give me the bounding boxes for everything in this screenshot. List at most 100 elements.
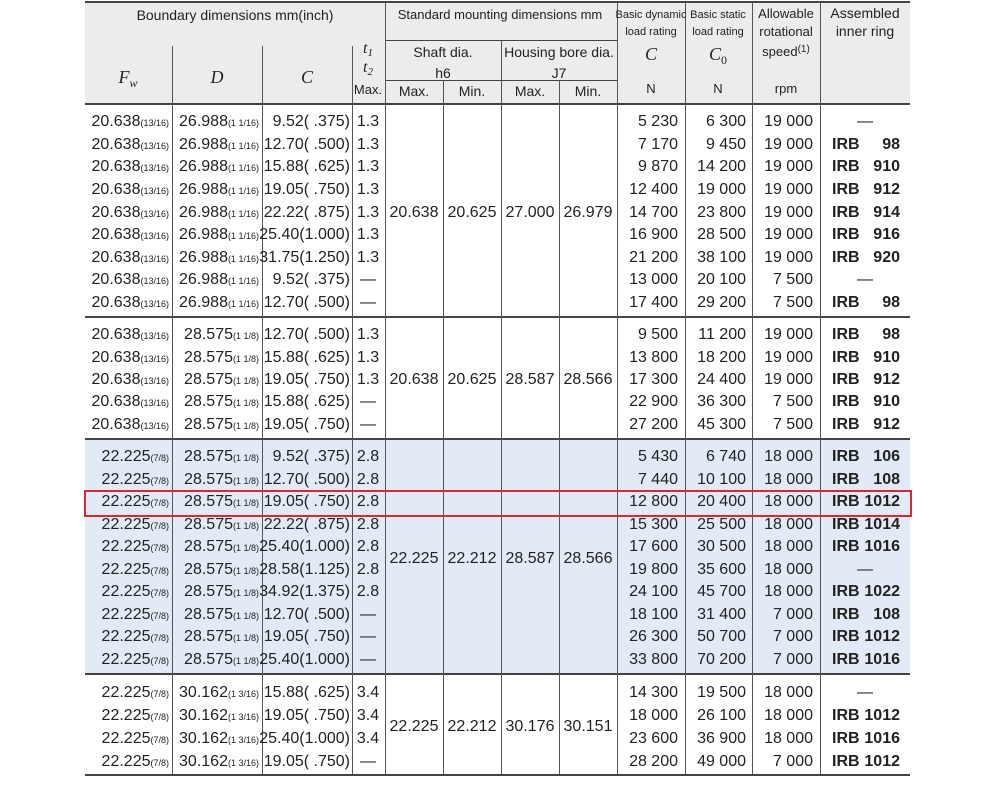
value: 26.988 bbox=[179, 271, 228, 289]
cell-c: 9.52( .375) bbox=[272, 113, 350, 131]
cell-static: 9 450 bbox=[705, 135, 746, 153]
cell-static: 28 500 bbox=[697, 226, 746, 244]
ring-prefix: IRB bbox=[832, 448, 860, 466]
cell-fw: 22.225(7/8) bbox=[0, 605, 169, 626]
cell-c: 9.52( .375) bbox=[272, 448, 350, 466]
fraction: (1 1/8) bbox=[232, 655, 259, 666]
cell-fw: 22.225(7/8) bbox=[0, 470, 169, 491]
value: 30.162 bbox=[179, 752, 228, 770]
ring-number: 1012 bbox=[864, 493, 900, 511]
rule bbox=[685, 2, 686, 774]
ring-number: 1012 bbox=[864, 628, 900, 646]
cell-static: 6 300 bbox=[705, 113, 746, 131]
value: 28.575 bbox=[184, 515, 233, 533]
ring-number: 912 bbox=[873, 415, 900, 433]
rule bbox=[262, 46, 263, 774]
value: 22.225 bbox=[101, 605, 151, 623]
value: 20.638 bbox=[91, 158, 141, 176]
fraction: (7/8) bbox=[150, 588, 169, 599]
cell-fw: 20.638(13/16) bbox=[0, 157, 169, 178]
value: 20.638 bbox=[91, 226, 141, 244]
fraction: (13/16) bbox=[140, 140, 169, 151]
ring-prefix: IRB bbox=[832, 752, 860, 770]
rule bbox=[85, 438, 910, 440]
cell-static: 70 200 bbox=[697, 650, 746, 668]
fraction: (7/8) bbox=[150, 688, 169, 699]
fraction: (13/16) bbox=[140, 276, 169, 287]
fraction: (1 1/8) bbox=[232, 453, 259, 464]
cell-t: — bbox=[360, 628, 376, 646]
cell-static: 26 100 bbox=[697, 706, 746, 724]
value: 26.988 bbox=[179, 113, 228, 131]
ring-none: — bbox=[857, 271, 873, 289]
header-text: J7 bbox=[551, 65, 567, 81]
cell-d: 26.988(1 1/16) bbox=[19, 293, 259, 314]
value: 22.225 bbox=[101, 560, 151, 578]
ring-prefix: IRB bbox=[832, 470, 860, 488]
cell-d: 28.575(1 1/8) bbox=[19, 537, 259, 558]
rule bbox=[85, 673, 910, 675]
value: 20.638 bbox=[91, 113, 141, 131]
fraction: (1 1/8) bbox=[232, 588, 259, 599]
cell-c: 12.70( .500) bbox=[263, 293, 350, 311]
rule bbox=[85, 1, 910, 3]
fraction: (7/8) bbox=[150, 711, 169, 722]
cell-c: 15.88( .625) bbox=[263, 158, 350, 176]
fraction: (1 1/8) bbox=[232, 543, 259, 554]
cell-speed: 7 500 bbox=[772, 393, 813, 411]
value: 22.225 bbox=[101, 650, 151, 668]
cell-c: 25.40(1.000) bbox=[259, 538, 350, 556]
fraction: (7/8) bbox=[150, 633, 169, 644]
cell-d: 28.575(1 1/8) bbox=[19, 560, 259, 581]
cell-t: 2.8 bbox=[356, 515, 380, 533]
cell-static: 11 200 bbox=[698, 326, 746, 344]
mounting-value: 22.225 bbox=[389, 549, 439, 567]
subscript: w bbox=[129, 76, 138, 90]
ring-none: — bbox=[857, 683, 873, 701]
cell-c: 19.05( .750) bbox=[263, 180, 350, 198]
cell-speed: 7 500 bbox=[772, 415, 813, 433]
fraction: (1 1/16) bbox=[227, 163, 259, 174]
cell-speed: 18 000 bbox=[764, 448, 813, 466]
fraction: (1 1/16) bbox=[227, 276, 259, 287]
cell-dynamic: 17 600 bbox=[629, 538, 678, 556]
fraction: (13/16) bbox=[140, 253, 169, 264]
cell-speed: 19 000 bbox=[764, 371, 813, 388]
ring-prefix: IRB bbox=[832, 248, 860, 266]
cell-t: 1.3 bbox=[356, 113, 380, 131]
cell-fw: 20.638(13/16) bbox=[0, 293, 169, 314]
value: 28.575 bbox=[184, 583, 233, 601]
cell-c: 19.05( .750) bbox=[263, 752, 350, 770]
cell-speed: 19 000 bbox=[764, 203, 813, 221]
ring-number: 98 bbox=[882, 135, 900, 153]
header-symbol: t1 bbox=[248, 39, 488, 63]
value: 30.162 bbox=[179, 683, 228, 701]
cell-d: 28.575(1 1/8) bbox=[19, 447, 259, 468]
cell-c: 19.05( .750) bbox=[263, 493, 350, 511]
cell-speed: 18 000 bbox=[764, 493, 813, 511]
cell-c: 15.88( .625) bbox=[263, 348, 350, 366]
cell-c: 9.52( .375) bbox=[272, 271, 350, 289]
header-symbol: D bbox=[210, 67, 224, 87]
header-text: Min. bbox=[458, 83, 486, 99]
fraction: (7/8) bbox=[150, 543, 169, 554]
rule bbox=[352, 46, 353, 774]
cell-c: 19.05( .750) bbox=[263, 628, 350, 646]
cell-d: 26.988(1 1/16) bbox=[19, 180, 259, 201]
value: 20.638 bbox=[91, 203, 141, 221]
cell-speed: 19 000 bbox=[764, 135, 813, 153]
cell-dynamic: 9 500 bbox=[637, 326, 678, 344]
cell-fw: 20.638(13/16) bbox=[0, 370, 169, 391]
value: 30.162 bbox=[179, 729, 228, 747]
ring-number: 920 bbox=[873, 248, 900, 266]
cell-dynamic: 17 400 bbox=[629, 293, 678, 311]
ring-number: 914 bbox=[873, 203, 900, 221]
cell-t: 3.4 bbox=[356, 683, 380, 701]
fraction: (13/16) bbox=[140, 185, 169, 196]
mounting-value: 26.979 bbox=[563, 203, 613, 221]
cell-fw: 22.225(7/8) bbox=[0, 683, 169, 704]
cell-d: 26.988(1 1/16) bbox=[19, 157, 259, 178]
cell-speed: 18 000 bbox=[764, 583, 813, 601]
cell-fw: 20.638(13/16) bbox=[0, 135, 169, 156]
cell-fw: 22.225(7/8) bbox=[0, 560, 169, 581]
